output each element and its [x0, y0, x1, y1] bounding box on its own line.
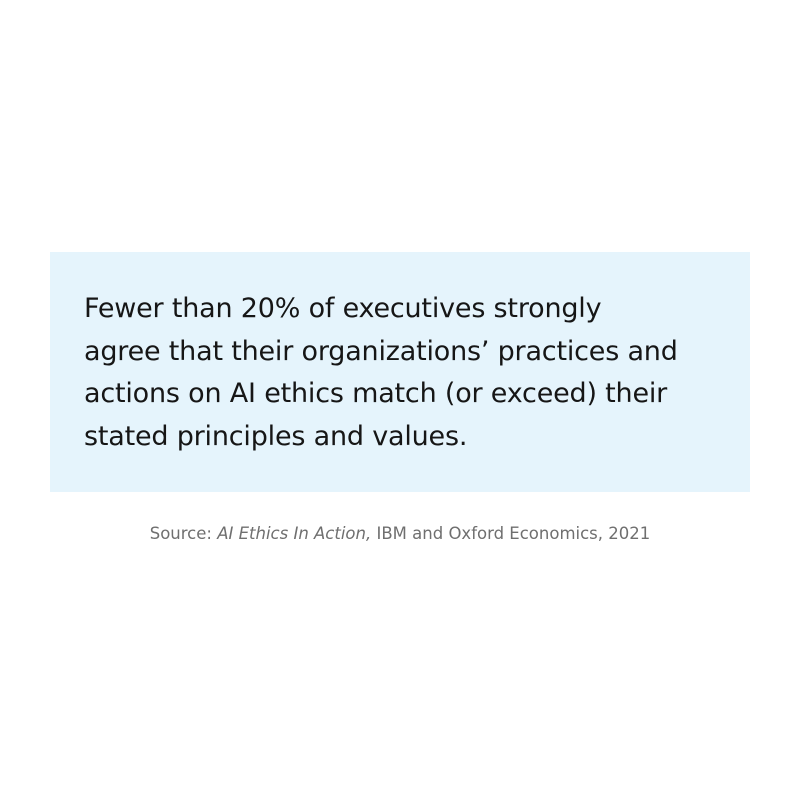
source-prefix: Source: — [149, 524, 212, 543]
source-rest: IBM and Oxford Economics, 2021 — [376, 524, 651, 543]
quote-line: actions on AI ethics match (or exceed) t… — [84, 378, 668, 409]
source-title: AI Ethics In Action, — [217, 524, 372, 543]
quote-line: agree that their organizations’ practice… — [84, 335, 678, 367]
source-line: Source: AI Ethics In Action, IBM and Oxf… — [0, 524, 800, 543]
quote-line: Fewer than 20% of executives strongly — [84, 293, 602, 324]
quote-line: stated principles and values. — [84, 420, 468, 452]
quote-box: Fewer than 20% of executives strongly agr… — [50, 252, 750, 492]
